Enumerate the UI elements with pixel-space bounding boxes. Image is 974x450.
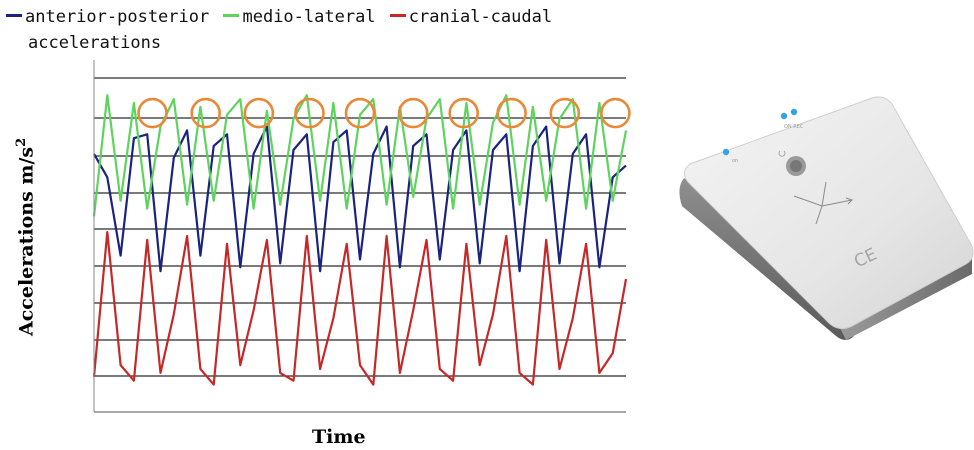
legend-item-anterior-posterior: anterior-posterior [6, 4, 209, 30]
legend-label-anterior-posterior: anterior-posterior [25, 7, 210, 27]
status-led-icon [722, 148, 730, 156]
legend-swatch-medio-lateral [223, 13, 240, 17]
legend-item-cranial-caudal: cranial-caudal [389, 4, 553, 30]
status-led-icon [780, 112, 788, 120]
chart-series-layer [92, 94, 628, 386]
led-caption-icon: ON REC [784, 124, 804, 130]
peak-circle-marker [397, 97, 429, 129]
chart-annotation-layer [137, 97, 631, 129]
peak-circle-marker [294, 97, 325, 129]
legend-swatch-cranial-caudal [389, 13, 406, 17]
device-top-face [684, 96, 974, 330]
peak-circle-marker [496, 97, 527, 129]
led-caption-icon: on [732, 158, 738, 164]
peak-circle-marker [344, 97, 376, 129]
chart-legend: anterior-posterior medio-lateral cranial… [6, 4, 666, 56]
series-line-cranial-caudal [92, 231, 628, 386]
peak-circle-marker [549, 97, 581, 129]
y-axis-label-text: Accelerations m/s [15, 146, 38, 336]
axes-diagram-icon [793, 181, 853, 225]
legend-swatch-anterior-posterior [6, 13, 22, 17]
power-button-inner-icon [790, 160, 802, 172]
peak-circle-marker [137, 97, 168, 129]
legend-label-medio-lateral: medio-lateral [242, 7, 376, 27]
sensor-device-illustration: on ON REC CE [679, 96, 974, 340]
legend-item-medio-lateral: medio-lateral [223, 4, 376, 30]
peak-circle-marker [243, 97, 275, 129]
y-axis-label: Accelerations m/s2 [14, 138, 37, 336]
device-body [679, 96, 974, 340]
power-symbol-icon [778, 150, 786, 157]
status-led-icon [790, 108, 798, 116]
peak-circle-marker [190, 97, 221, 129]
series-line-medio-lateral [92, 94, 628, 217]
peak-circle-marker [600, 97, 631, 129]
peak-circle-marker [448, 97, 480, 129]
legend-label-cranial-caudal: cranial-caudal [408, 7, 553, 27]
x-axis-label: Time [312, 426, 366, 448]
y-axis-label-superscript: 2 [14, 137, 29, 147]
legend-continuation: accelerations [28, 33, 162, 53]
